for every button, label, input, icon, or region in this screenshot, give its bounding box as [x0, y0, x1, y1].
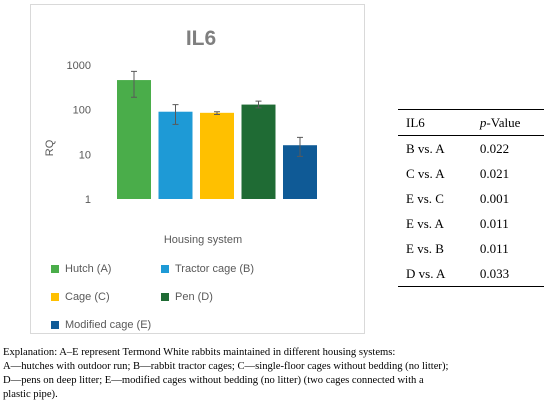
legend-swatch [51, 321, 59, 329]
p-value-cell: 0.033 [465, 261, 544, 287]
y-tick-label: 1000 [67, 60, 91, 72]
explanation-line: Explanation: A–E represent Termond White… [3, 347, 396, 358]
legend-label: Hutch (A) [65, 263, 112, 275]
table-header-p-value: p-Value [465, 109, 544, 136]
p-italic: p [479, 114, 487, 130]
legend-label: Cage (C) [65, 291, 110, 303]
p-value-header-suffix: -Value [486, 114, 521, 130]
error-bar [214, 111, 220, 115]
bar [117, 80, 151, 199]
y-tick-label: 100 [73, 105, 91, 117]
bar [158, 111, 193, 199]
comparison-cell: E vs. C [406, 190, 444, 206]
y-tick-label: 10 [79, 149, 91, 161]
p-value-table: IL6 p-Value B vs. A 0.022 C vs. A 0.021 E … [398, 109, 544, 287]
legend-item-pen: Pen (D) [161, 291, 213, 303]
il6-bar-chart: IL6 RQ Housing system 1 10 100 1000 [44, 27, 317, 246]
p-value-cell: 0.011 [479, 215, 509, 231]
table-header-row: IL6 p-Value [398, 109, 544, 136]
p-value-cell: 0.001 [479, 190, 510, 206]
y-tick-label: 1 [85, 194, 91, 206]
table-row: D vs. A 0.033 [398, 261, 544, 287]
legend-swatch [51, 265, 59, 273]
comparison-cell: B vs. A [406, 140, 445, 156]
legend-label: Tractor cage (B) [175, 263, 255, 275]
comparison-cell: E vs. B [406, 240, 444, 256]
legend-label: Modified cage (E) [65, 319, 152, 331]
legend-label: Pen (D) [175, 291, 213, 303]
table-row: E vs. C 0.001 [398, 186, 544, 211]
error-bar [131, 70, 137, 98]
error-bar [255, 100, 262, 109]
legend-swatch [51, 293, 59, 301]
chart-panel: IL6 RQ Housing system 1 10 100 1000 Hutch (… [30, 4, 365, 334]
table-header-gene: IL6 [398, 109, 466, 136]
chart-title: IL6 [186, 27, 216, 50]
explanation-line: D—pens on deep litter; E—modified cages … [3, 375, 424, 386]
legend-item-modified-cage: Modified cage (E) [51, 319, 151, 331]
legend-swatch [161, 293, 169, 301]
explanation-line: A—hutches with outdoor run; B—rabbit tra… [3, 361, 449, 372]
error-bar [297, 136, 303, 157]
bar [200, 112, 234, 199]
comparison-cell: C vs. A [406, 165, 445, 181]
table-row: E vs. A 0.011 [398, 211, 544, 236]
bar [241, 104, 276, 199]
comparison-cell: E vs. A [406, 215, 444, 231]
legend-swatch [161, 265, 169, 273]
error-bar [172, 104, 179, 125]
y-axis-label: RQ [44, 139, 56, 156]
legend-item-tractor-cage: Tractor cage (B) [161, 263, 254, 275]
x-axis-label: Housing system [164, 234, 242, 246]
p-value-cell: 0.022 [479, 140, 510, 156]
table-row: E vs. B 0.011 [398, 236, 544, 261]
legend-item-hutch: Hutch (A) [51, 263, 111, 275]
explanation-line: plastic pipe). [3, 389, 58, 400]
legend-item-cage: Cage (C) [51, 291, 110, 303]
figure-explanation: Explanation: A–E represent Termond White… [3, 346, 547, 402]
comparison-cell: D vs. A [398, 261, 466, 287]
p-value-cell: 0.021 [479, 165, 510, 181]
table-row: C vs. A 0.021 [398, 161, 544, 186]
p-value-cell: 0.011 [479, 240, 509, 256]
table-row: B vs. A 0.022 [398, 136, 544, 162]
